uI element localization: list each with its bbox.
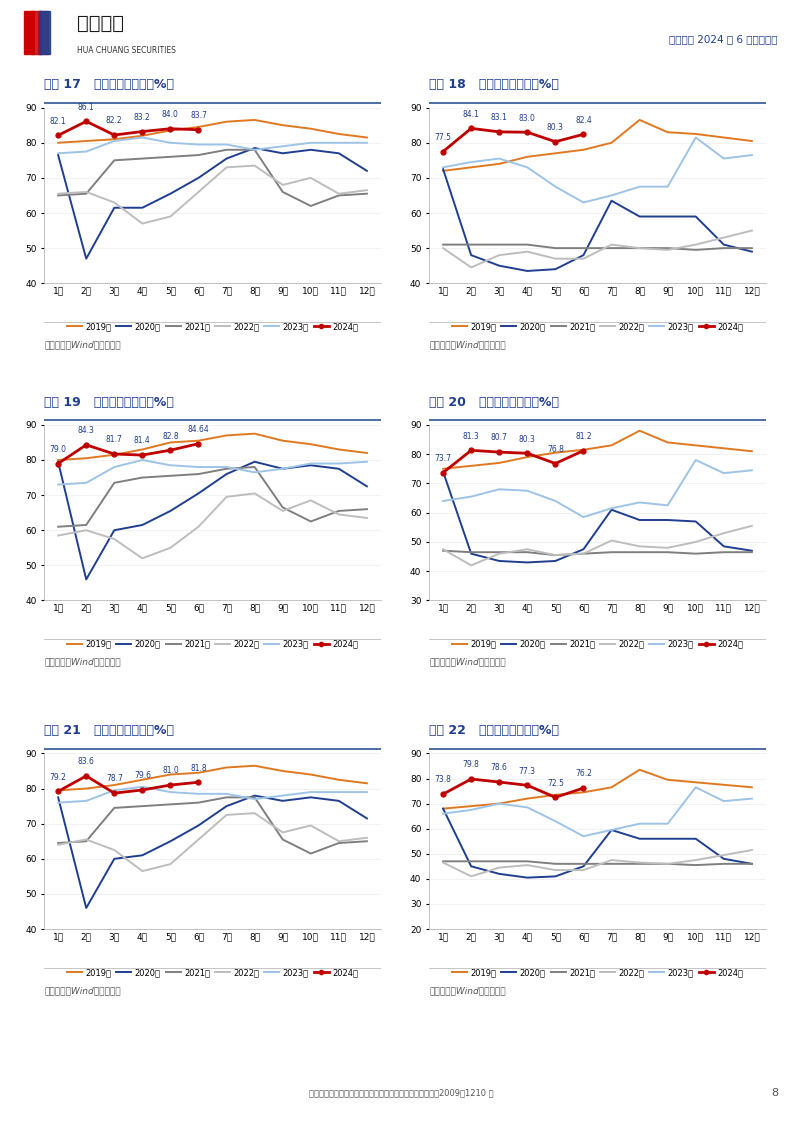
Text: 79.6: 79.6 (134, 772, 151, 781)
Text: 80.7: 80.7 (491, 434, 508, 442)
Text: 76.8: 76.8 (547, 445, 564, 454)
Legend: 2019年, 2020年, 2021年, 2022年, 2023年, 2024年: 2019年, 2020年, 2021年, 2022年, 2023年, 2024年 (448, 637, 747, 651)
Text: 72.5: 72.5 (547, 778, 564, 787)
Text: 81.8: 81.8 (190, 764, 207, 773)
Text: 80.3: 80.3 (519, 435, 536, 444)
Legend: 2019年, 2020年, 2021年, 2022年, 2023年, 2024年: 2019年, 2020年, 2021年, 2022年, 2023年, 2024年 (448, 320, 747, 334)
Text: 82.2: 82.2 (106, 117, 123, 126)
Text: 资料来源：Wind，华创证券: 资料来源：Wind，华创证券 (429, 341, 506, 349)
Text: 84.64: 84.64 (188, 425, 209, 434)
Text: 83.1: 83.1 (491, 113, 508, 122)
Text: 图表 21   国航国内客座率（%）: 图表 21 国航国内客座率（%） (44, 724, 174, 738)
Text: 79.8: 79.8 (463, 760, 480, 769)
Legend: 2019年, 2020年, 2021年, 2022年, 2023年, 2024年: 2019年, 2020年, 2021年, 2022年, 2023年, 2024年 (63, 637, 362, 651)
Text: 79.0: 79.0 (50, 445, 67, 454)
Text: 81.4: 81.4 (134, 436, 151, 445)
Polygon shape (39, 10, 50, 54)
Text: 资料来源：Wind，华创证券: 资料来源：Wind，华创证券 (429, 658, 506, 666)
Polygon shape (38, 10, 48, 54)
Text: 图表 18   南航国际客座率（%）: 图表 18 南航国际客座率（%） (429, 78, 559, 92)
Text: 81.7: 81.7 (106, 435, 123, 444)
Text: 图表 22   国航国际客座率（%）: 图表 22 国航国际客座率（%） (429, 724, 559, 738)
Text: 83.6: 83.6 (78, 757, 95, 766)
Text: 81.2: 81.2 (575, 432, 592, 441)
Text: 82.1: 82.1 (50, 117, 67, 126)
Text: 86.1: 86.1 (78, 103, 95, 112)
Text: 资料来源：Wind，华创证券: 资料来源：Wind，华创证券 (44, 987, 121, 995)
Text: 图表 19   东航国内客座率（%）: 图表 19 东航国内客座率（%） (44, 395, 174, 409)
Text: HUA CHUANG SECURITIES: HUA CHUANG SECURITIES (77, 45, 176, 54)
Text: 76.2: 76.2 (575, 769, 592, 778)
Text: 华创证券: 华创证券 (77, 14, 124, 33)
Text: 77.3: 77.3 (519, 767, 536, 776)
Text: 资料来源：Wind，华创证券: 资料来源：Wind，华创证券 (44, 658, 121, 666)
Legend: 2019年, 2020年, 2021年, 2022年, 2023年, 2024年: 2019年, 2020年, 2021年, 2022年, 2023年, 2024年 (448, 965, 747, 980)
Text: 80.3: 80.3 (547, 123, 564, 133)
Text: 77.5: 77.5 (435, 133, 452, 142)
Text: 8: 8 (771, 1089, 778, 1098)
Legend: 2019年, 2020年, 2021年, 2022年, 2023年, 2024年: 2019年, 2020年, 2021年, 2022年, 2023年, 2024年 (63, 320, 362, 334)
Text: 航空行业 2024 年 6 月数据点评: 航空行业 2024 年 6 月数据点评 (670, 35, 778, 44)
Text: 图表 20   东航国际客座率（%）: 图表 20 东航国际客座率（%） (429, 395, 559, 409)
Text: 82.4: 82.4 (575, 116, 592, 125)
Text: 83.0: 83.0 (519, 113, 536, 122)
Text: 73.8: 73.8 (435, 775, 452, 784)
Text: 图表 17   南航国内客座率（%）: 图表 17 南航国内客座率（%） (44, 78, 174, 92)
Text: 83.2: 83.2 (134, 113, 151, 122)
Text: 84.1: 84.1 (463, 110, 480, 119)
Text: 82.8: 82.8 (162, 432, 179, 441)
Text: 81.0: 81.0 (162, 766, 179, 775)
Text: 资料来源：Wind，华创证券: 资料来源：Wind，华创证券 (44, 341, 121, 349)
Polygon shape (31, 10, 41, 54)
Text: 资料来源：Wind，华创证券: 资料来源：Wind，华创证券 (429, 987, 506, 995)
Text: 证监会审核华创证券投资咨询业务资格批文号：证监许可（2009）1210 号: 证监会审核华创证券投资咨询业务资格批文号：证监许可（2009）1210 号 (309, 1089, 493, 1098)
Polygon shape (24, 10, 34, 54)
Text: 73.7: 73.7 (435, 454, 452, 463)
Text: 78.6: 78.6 (491, 764, 508, 773)
Legend: 2019年, 2020年, 2021年, 2022年, 2023年, 2024年: 2019年, 2020年, 2021年, 2022年, 2023年, 2024年 (63, 965, 362, 980)
Text: 79.2: 79.2 (50, 773, 67, 782)
Text: 84.3: 84.3 (78, 426, 95, 435)
Text: 83.7: 83.7 (190, 111, 207, 120)
Text: 84.0: 84.0 (162, 110, 179, 119)
Text: 78.7: 78.7 (106, 775, 123, 784)
Text: 81.3: 81.3 (463, 432, 480, 441)
